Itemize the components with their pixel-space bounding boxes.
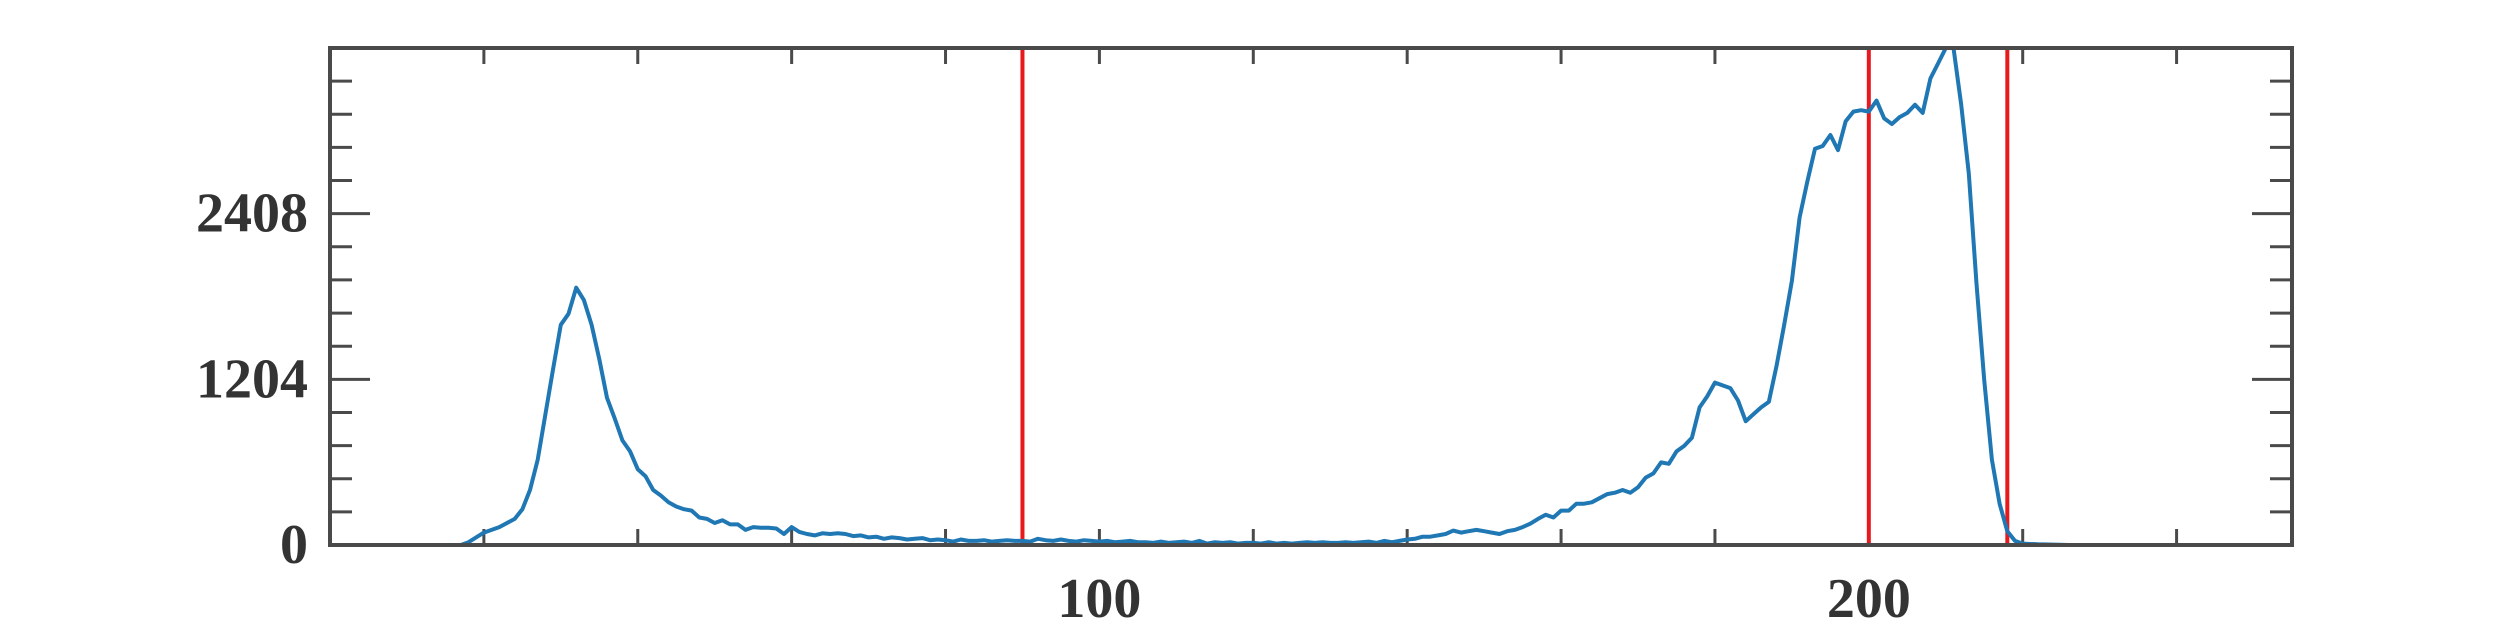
threshold-lines [1020,48,2010,545]
series-layer [330,46,2292,547]
y-tick-label: 2408 [196,183,308,245]
axis-ticks [330,48,2292,545]
axes-box [328,46,2294,547]
histogram-series-line [330,46,2292,547]
x-tick-label: 200 [1827,568,1911,625]
tick-labels: 0 1204 2408 100 200 [196,183,1911,625]
y-tick-label: 1204 [196,348,308,410]
axes-frame [328,46,2294,547]
y-tick-label: 0 [280,514,308,576]
x-tick-label: 100 [1057,568,1141,625]
